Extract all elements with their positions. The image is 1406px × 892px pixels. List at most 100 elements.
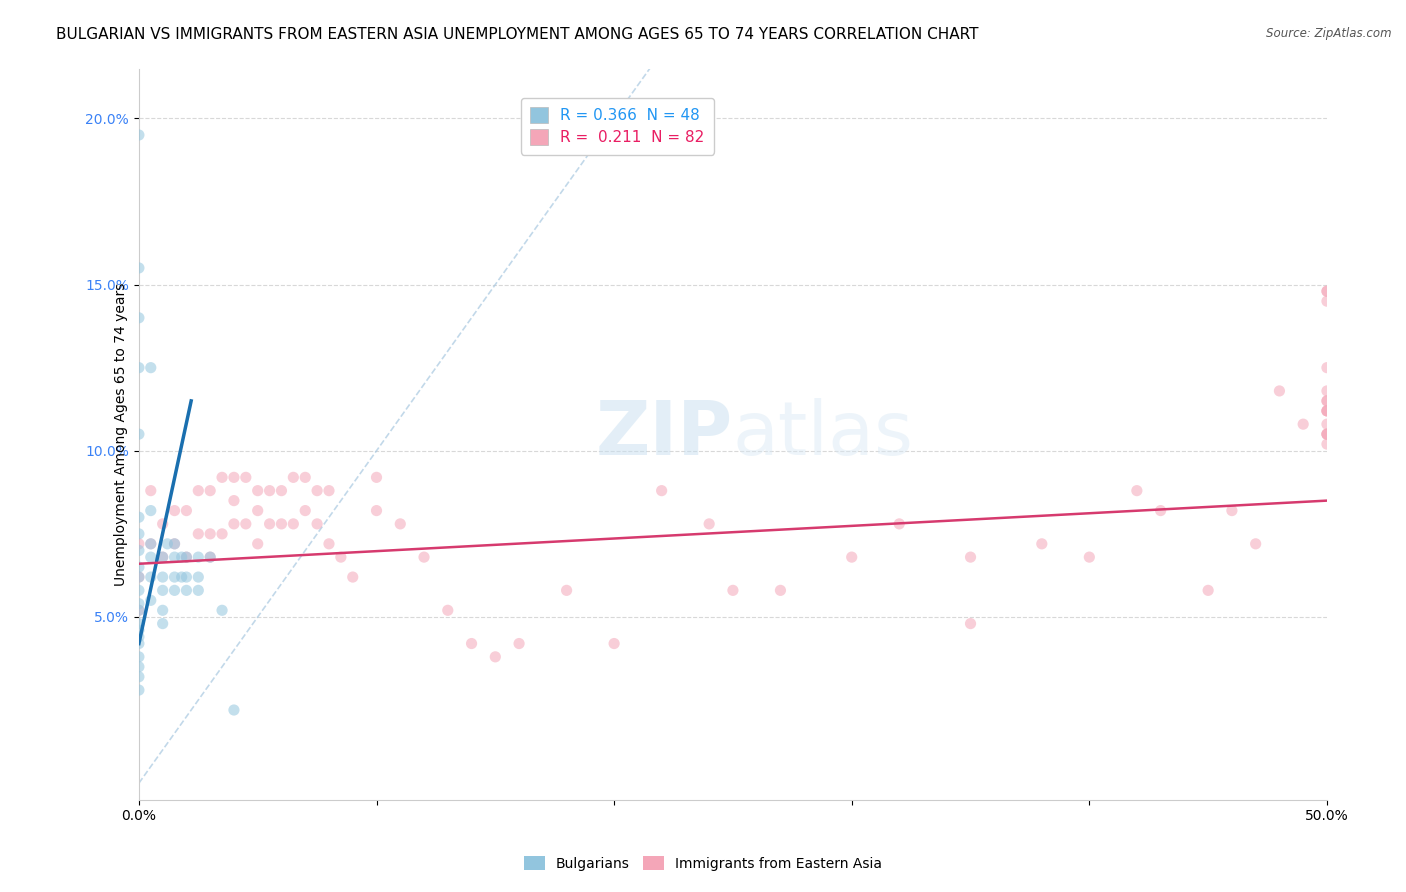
Point [128, 543, 150, 558]
Point [128, 649, 150, 664]
Point [1220, 503, 1243, 517]
Point [139, 537, 162, 551]
Point [1244, 537, 1267, 551]
Point [1126, 483, 1149, 498]
Point [222, 493, 245, 508]
Point [246, 503, 269, 517]
Point [163, 570, 186, 584]
Point [139, 537, 162, 551]
Point [128, 260, 150, 275]
Point [235, 516, 257, 531]
Point [246, 483, 269, 498]
Point [176, 570, 198, 584]
Point [176, 583, 198, 598]
Point [555, 583, 578, 598]
Point [152, 616, 174, 631]
Point [283, 470, 305, 484]
Point [294, 503, 316, 517]
Point [1316, 284, 1339, 298]
Point [187, 483, 209, 498]
Point [152, 550, 174, 565]
Point [211, 470, 233, 484]
Point [128, 570, 150, 584]
Point [128, 128, 150, 142]
Point [128, 616, 150, 631]
Point [128, 624, 150, 638]
Point [152, 603, 174, 617]
Point [1316, 437, 1339, 451]
Legend: R = 0.366  N = 48, R =  0.211  N = 82: R = 0.366 N = 48, R = 0.211 N = 82 [520, 98, 714, 154]
Point [508, 636, 530, 650]
Point [413, 550, 436, 565]
Point [1149, 503, 1171, 517]
Point [841, 550, 863, 565]
Point [139, 570, 162, 584]
Point [163, 503, 186, 517]
Point [222, 516, 245, 531]
Point [1316, 427, 1339, 442]
Point [152, 550, 174, 565]
Point [170, 570, 193, 584]
Point [1197, 583, 1219, 598]
Point [1316, 393, 1339, 408]
Point [1316, 294, 1339, 309]
Point [163, 537, 186, 551]
Point [484, 649, 506, 664]
Point [128, 660, 150, 674]
Point [176, 503, 198, 517]
Point [889, 516, 911, 531]
Point [128, 510, 150, 524]
Point [139, 550, 162, 565]
Point [222, 470, 245, 484]
Point [460, 636, 482, 650]
Point [152, 583, 174, 598]
Point [211, 603, 233, 617]
Point [1316, 284, 1339, 298]
Point [128, 537, 150, 551]
Point [1316, 384, 1339, 398]
Point [128, 360, 150, 375]
Point [603, 636, 626, 650]
Point [128, 597, 150, 611]
Point [128, 636, 150, 650]
Text: BULGARIAN VS IMMIGRANTS FROM EASTERN ASIA UNEMPLOYMENT AMONG AGES 65 TO 74 YEARS: BULGARIAN VS IMMIGRANTS FROM EASTERN ASI… [56, 27, 979, 42]
Point [128, 310, 150, 325]
Point [152, 516, 174, 531]
Point [1316, 404, 1339, 418]
Point [270, 516, 292, 531]
Point [139, 593, 162, 607]
Point [307, 516, 329, 531]
Point [1292, 417, 1315, 432]
Point [152, 570, 174, 584]
Text: atlas: atlas [733, 398, 914, 471]
Point [959, 616, 981, 631]
Point [697, 516, 720, 531]
Point [959, 550, 981, 565]
Point [1316, 393, 1339, 408]
Point [651, 483, 673, 498]
Legend: Bulgarians, Immigrants from Eastern Asia: Bulgarians, Immigrants from Eastern Asia [519, 850, 887, 876]
Point [163, 583, 186, 598]
Point [1268, 384, 1291, 398]
Point [318, 483, 340, 498]
Point [139, 483, 162, 498]
Point [170, 550, 193, 565]
Point [128, 526, 150, 541]
Point [128, 603, 150, 617]
Point [307, 483, 329, 498]
Point [1031, 537, 1053, 551]
Text: ZIP: ZIP [596, 398, 733, 471]
Point [366, 503, 388, 517]
Point [139, 360, 162, 375]
Text: Source: ZipAtlas.com: Source: ZipAtlas.com [1267, 27, 1392, 40]
Point [187, 583, 209, 598]
Point [235, 470, 257, 484]
Point [163, 537, 186, 551]
Point [198, 550, 221, 565]
Point [318, 537, 340, 551]
Point [187, 570, 209, 584]
Point [176, 550, 198, 565]
Point [436, 603, 458, 617]
Point [342, 570, 364, 584]
Point [128, 570, 150, 584]
